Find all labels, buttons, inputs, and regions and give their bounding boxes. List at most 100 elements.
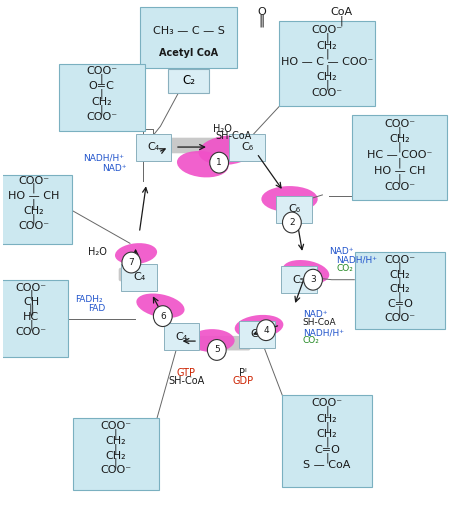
Text: |: | <box>100 105 104 115</box>
Text: ‖: ‖ <box>28 304 34 315</box>
Text: C₄: C₄ <box>147 142 160 152</box>
Text: C₄: C₄ <box>133 272 146 282</box>
Text: |: | <box>339 15 343 26</box>
Ellipse shape <box>199 135 256 165</box>
Text: COO⁻: COO⁻ <box>100 465 131 475</box>
Text: |: | <box>398 158 401 168</box>
Text: HC: HC <box>23 312 39 322</box>
FancyBboxPatch shape <box>229 133 265 161</box>
Text: GDP: GDP <box>232 376 253 385</box>
Text: CH₃ — C — S: CH₃ — C — S <box>153 26 225 36</box>
Text: |: | <box>32 213 36 224</box>
Text: COO⁻: COO⁻ <box>384 119 415 129</box>
Text: COO⁻: COO⁻ <box>384 181 415 191</box>
Text: H₂O: H₂O <box>88 247 107 257</box>
Text: |: | <box>32 199 36 209</box>
Text: |: | <box>325 64 329 75</box>
Text: |: | <box>325 421 329 431</box>
Text: |: | <box>325 32 329 43</box>
Ellipse shape <box>177 151 228 177</box>
Text: SH-CoA: SH-CoA <box>168 376 204 385</box>
Text: NADH/H⁺: NADH/H⁺ <box>337 255 377 265</box>
Text: Pᴵ: Pᴵ <box>239 368 246 378</box>
Text: C=O: C=O <box>314 445 340 455</box>
Text: |: | <box>29 290 33 300</box>
Text: CH₂: CH₂ <box>390 134 410 144</box>
Text: |: | <box>398 277 401 287</box>
FancyBboxPatch shape <box>280 21 375 106</box>
Text: COO⁻: COO⁻ <box>384 313 415 323</box>
Ellipse shape <box>190 329 235 352</box>
Text: |: | <box>325 80 329 90</box>
Text: 6: 6 <box>160 312 166 321</box>
Text: COO⁻: COO⁻ <box>18 221 49 231</box>
Text: COO⁻: COO⁻ <box>16 282 47 292</box>
FancyBboxPatch shape <box>0 175 72 244</box>
Text: COO⁻: COO⁻ <box>100 422 131 431</box>
Text: S — CoA: S — CoA <box>303 460 351 470</box>
Circle shape <box>154 306 172 326</box>
Text: C₆: C₆ <box>241 142 254 152</box>
Text: CH₂: CH₂ <box>317 414 337 424</box>
FancyBboxPatch shape <box>136 133 171 161</box>
Text: CH₂: CH₂ <box>91 97 112 107</box>
Text: |: | <box>398 142 401 152</box>
Text: |: | <box>398 174 401 184</box>
Text: 1: 1 <box>216 158 222 167</box>
Text: CH₂: CH₂ <box>390 269 410 279</box>
Ellipse shape <box>235 315 283 338</box>
FancyBboxPatch shape <box>355 252 445 328</box>
Text: Acetyl CoA: Acetyl CoA <box>159 49 218 59</box>
Text: C₄: C₄ <box>251 329 263 339</box>
Text: COO⁻: COO⁻ <box>86 66 118 76</box>
Text: COO⁻: COO⁻ <box>311 25 343 35</box>
Text: |: | <box>114 428 118 439</box>
FancyBboxPatch shape <box>282 395 373 487</box>
Text: SH-CoA: SH-CoA <box>215 131 252 141</box>
Text: C₂: C₂ <box>182 74 195 87</box>
FancyBboxPatch shape <box>170 138 240 153</box>
Ellipse shape <box>115 243 157 264</box>
Text: |: | <box>114 458 118 468</box>
FancyBboxPatch shape <box>164 323 200 350</box>
Text: NAD⁺: NAD⁺ <box>303 310 327 319</box>
Circle shape <box>257 320 275 340</box>
Ellipse shape <box>283 260 329 284</box>
FancyBboxPatch shape <box>168 69 209 93</box>
FancyBboxPatch shape <box>276 196 312 223</box>
Text: NADH/H⁺: NADH/H⁺ <box>303 328 344 337</box>
FancyBboxPatch shape <box>179 336 250 350</box>
FancyBboxPatch shape <box>0 280 68 357</box>
Text: HO — CH: HO — CH <box>374 166 426 176</box>
Text: COO⁻: COO⁻ <box>311 398 343 408</box>
FancyBboxPatch shape <box>239 321 274 348</box>
Text: CO₂: CO₂ <box>303 336 319 345</box>
Text: CH: CH <box>23 297 39 307</box>
Text: HC — COO⁻: HC — COO⁻ <box>367 151 433 161</box>
Text: |: | <box>398 291 401 302</box>
Text: C₅: C₅ <box>293 275 305 285</box>
Text: C₄: C₄ <box>175 332 188 342</box>
Text: 2: 2 <box>289 218 295 227</box>
Text: H₂O: H₂O <box>212 124 231 134</box>
Text: |: | <box>325 405 329 416</box>
Text: C=O: C=O <box>387 299 413 309</box>
Text: 5: 5 <box>214 345 219 355</box>
FancyBboxPatch shape <box>59 64 145 131</box>
Text: CH₂: CH₂ <box>106 436 126 446</box>
Text: O=C: O=C <box>89 81 115 91</box>
Text: |: | <box>32 183 36 194</box>
Text: O: O <box>257 7 266 17</box>
Text: CH₂: CH₂ <box>317 72 337 82</box>
Text: 4: 4 <box>263 326 269 335</box>
FancyBboxPatch shape <box>281 266 317 293</box>
Circle shape <box>283 212 301 233</box>
Text: |: | <box>398 305 401 316</box>
FancyBboxPatch shape <box>118 268 141 281</box>
Text: |: | <box>325 452 329 463</box>
Text: |: | <box>398 126 401 137</box>
Text: COO⁻: COO⁻ <box>86 112 118 122</box>
FancyBboxPatch shape <box>73 418 159 490</box>
Circle shape <box>122 252 141 273</box>
FancyBboxPatch shape <box>121 264 157 291</box>
